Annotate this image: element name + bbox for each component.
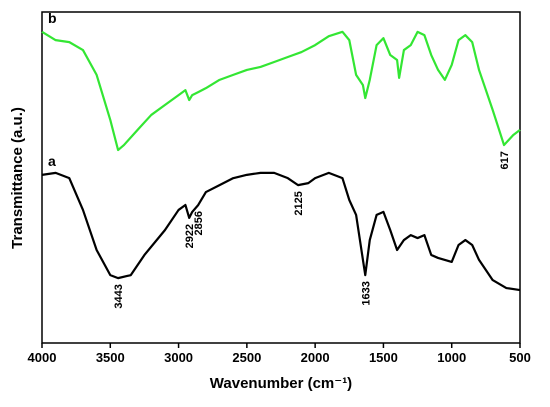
series-label: a	[48, 153, 56, 169]
peak-label: 617	[499, 151, 511, 169]
y-axis-title: Transmittance (a.u.)	[9, 107, 26, 249]
peak-label: 2856	[193, 211, 205, 235]
x-tick-label: 2500	[232, 350, 261, 365]
x-tick-label: 4000	[28, 350, 57, 365]
x-tick-label: 3000	[164, 350, 193, 365]
peak-label: 1633	[360, 281, 372, 305]
x-tick-label: 1000	[437, 350, 466, 365]
series-label: b	[48, 10, 57, 26]
x-tick-label: 2000	[301, 350, 330, 365]
x-axis-title: Wavenumber (cm⁻¹)	[210, 375, 352, 392]
x-tick-label: 3500	[96, 350, 125, 365]
peak-label: 3443	[113, 284, 125, 308]
x-tick-label: 1500	[369, 350, 398, 365]
plot-frame	[41, 11, 521, 344]
peak-label: 2125	[293, 191, 305, 215]
series-line	[41, 30, 521, 152]
x-tick-label: 500	[509, 350, 531, 365]
peak-label: 2922	[184, 224, 196, 248]
series-line	[41, 171, 521, 292]
